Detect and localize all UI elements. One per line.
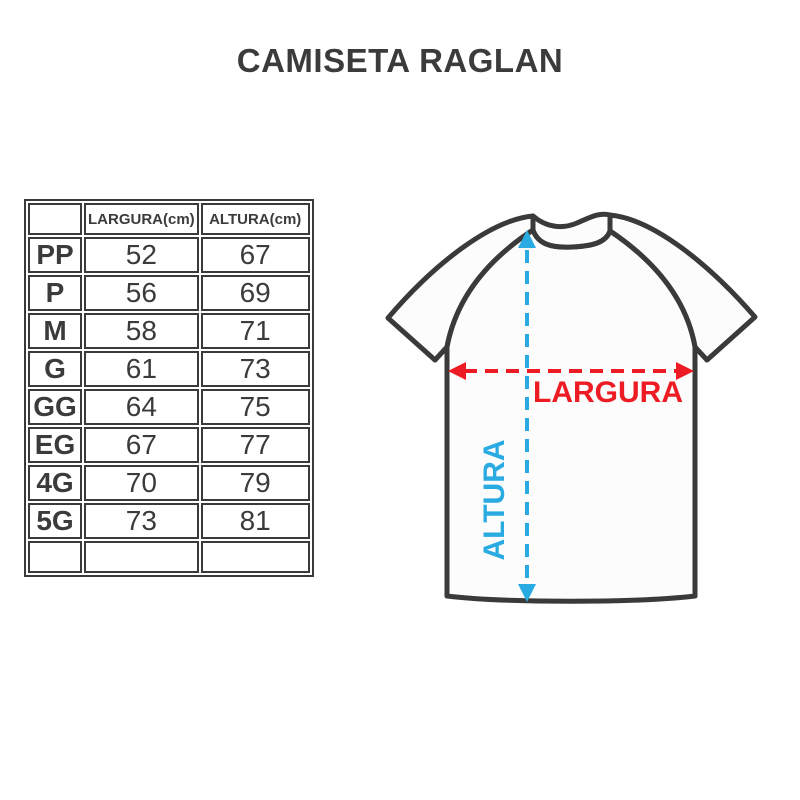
altura-cell: 81 (200, 503, 310, 539)
altura-cell: 75 (200, 389, 310, 425)
altura-column-header: ALTURA(cm) (200, 203, 310, 235)
size-cell: PP (28, 237, 82, 273)
table-row: M 58 71 (28, 313, 310, 349)
size-cell: EG (28, 427, 82, 463)
largura-label: LARGURA (533, 376, 683, 409)
collar-outline (530, 211, 613, 250)
page-title: CAMISETA RAGLAN (236, 42, 564, 79)
table-row: 4G 70 79 (28, 465, 310, 501)
largura-cell: 52 (84, 237, 199, 273)
table-row: G 61 73 (28, 351, 310, 387)
shirt-diagram: LARGURA ALTURA (385, 190, 780, 620)
altura-cell: 69 (200, 275, 310, 311)
altura-cell: 77 (200, 427, 310, 463)
largura-cell (84, 541, 199, 573)
raglan-shirt-svg: LARGURA ALTURA (385, 211, 758, 604)
largura-column-header: LARGURA(cm) (84, 203, 199, 235)
size-column-header (28, 203, 82, 235)
largura-cell: 70 (84, 465, 199, 501)
size-cell: M (28, 313, 82, 349)
altura-cell: 73 (200, 351, 310, 387)
table-header-row: LARGURA(cm) ALTURA(cm) (28, 203, 310, 235)
table-row: PP 52 67 (28, 237, 310, 273)
width-arrow-right-head (676, 362, 694, 380)
table-row: GG 64 75 (28, 389, 310, 425)
size-cell: 5G (28, 503, 82, 539)
largura-cell: 56 (84, 275, 199, 311)
size-table-body: PP 52 67 P 56 69 M 58 71 G 61 73 GG 64 7… (28, 237, 310, 573)
width-arrow-left-head (448, 362, 466, 380)
size-cell: G (28, 351, 82, 387)
size-table-header: LARGURA(cm) ALTURA(cm) (28, 203, 310, 235)
largura-cell: 64 (84, 389, 199, 425)
table-row-empty (28, 541, 310, 573)
table-row: EG 67 77 (28, 427, 310, 463)
height-arrow-top-head (518, 230, 536, 248)
largura-cell: 73 (84, 503, 199, 539)
size-cell (28, 541, 82, 573)
size-cell: P (28, 275, 82, 311)
size-cell: GG (28, 389, 82, 425)
table-row: P 56 69 (28, 275, 310, 311)
largura-cell: 67 (84, 427, 199, 463)
size-table: LARGURA(cm) ALTURA(cm) PP 52 67 P 56 69 … (24, 199, 314, 577)
altura-label: ALTURA (478, 439, 511, 560)
height-arrow-bottom-head (518, 584, 536, 602)
altura-cell: 71 (200, 313, 310, 349)
altura-cell: 79 (200, 465, 310, 501)
largura-cell: 58 (84, 313, 199, 349)
altura-cell (200, 541, 310, 573)
largura-cell: 61 (84, 351, 199, 387)
size-cell: 4G (28, 465, 82, 501)
table-row: 5G 73 81 (28, 503, 310, 539)
altura-cell: 67 (200, 237, 310, 273)
